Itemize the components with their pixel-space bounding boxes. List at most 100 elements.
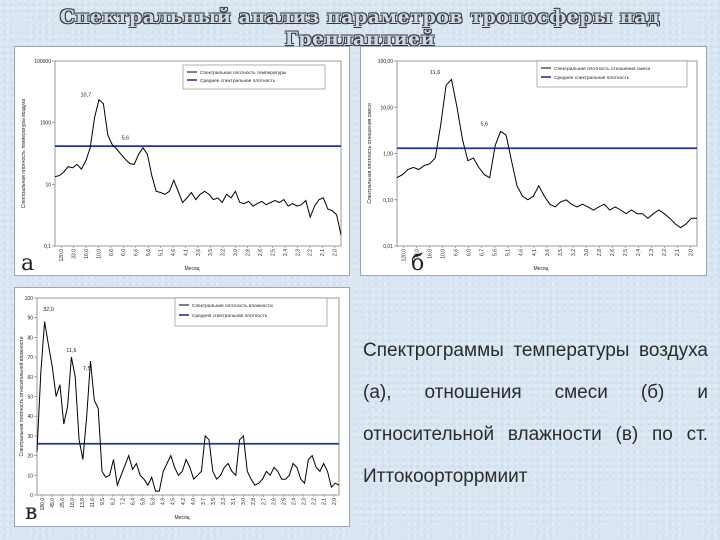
y-tick-label: 100 [25,296,34,302]
y-tick-label: 100,00 [378,59,394,65]
y-tick-label: 80 [27,335,33,341]
x-tick-label: 120,0 [401,249,407,262]
x-tick-label: 2,5 [623,249,629,256]
x-tick-label: 10,0 [96,249,102,259]
spectral-density-series-line [54,98,342,236]
x-tick-label: 8,2 [110,498,116,505]
x-tick-label: 2,2 [308,249,314,256]
x-tick-label: 4,1 [183,249,189,256]
x-tick-label: 180,0 [40,498,46,511]
peak-annotation: 11,6 [430,70,440,76]
x-tick-label: 33,0 [414,249,420,259]
y-tick-label: 70 [27,355,33,361]
x-tick-label: 5,1 [158,249,164,256]
x-tick-label: 4,6 [519,249,525,256]
mixing-ratio-spectrum-chart: 0,01 0,10 1,00 10,00 100,00 120,0 33,0 16,0 10,0… [367,59,698,272]
y-tick-label: 60 [27,375,33,381]
y-tick-label: 0,1 [44,244,51,250]
x-tick-label: 6,0 [467,249,473,256]
panel-letter-a: а [21,251,35,276]
chart-panel-b: 0,01 0,10 1,00 10,00 100,00 120,0 33,0 16,0 10,0… [360,46,707,276]
spectral-density-series-line [396,78,697,229]
x-tick-label: 18,0 [70,498,76,508]
x-tick-label: 45,0 [50,498,56,508]
legend-entry: Спектральная плотность отношения смеси [554,66,651,72]
x-tick-label: 3,7 [201,498,207,505]
page-title: Спектральный анализ параметров тропосфер… [59,6,661,50]
x-tick-label: 9,5 [100,498,106,505]
x-tick-label: 2,5 [270,249,276,256]
x-tick-label: 2,2 [662,249,668,256]
panel-letter-c: в [25,500,38,525]
panel-letter-b: б [411,251,425,276]
figure-caption: Спектрограммы температуры воздуха (а), о… [363,340,708,487]
x-tick-label: 4,6 [171,249,177,256]
x-tick-label: 2,8 [597,249,603,256]
x-tick-label: 4,2 [181,498,187,505]
legend-entry: Средняя спектральная плотность [192,313,268,319]
y-tick-label: 90 [27,316,33,322]
x-tick-label: 6,4 [130,498,136,505]
x-tick-label: 4,1 [532,249,538,256]
x-tick-label: 2,8 [251,498,257,505]
legend-entry: Спектральная плотность температуры [200,70,287,76]
x-tick-label: 2,6 [610,249,616,256]
x-tick-label: 6,7 [480,249,486,256]
x-tick-label: 16,0 [427,249,433,259]
x-tick-label: 11,6 [90,498,96,508]
x-axis-label: Месяц [184,266,199,272]
plot-area [396,60,698,247]
peak-annotation: 11,6 [66,348,76,354]
peak-annotation: 10,7 [80,93,91,99]
x-tick-label: 6,0 [121,249,127,256]
plot-area [54,60,342,247]
x-tick-label: 120,0 [59,249,65,262]
peak-annotation: 5,6 [122,136,130,142]
x-tick-label: 2,3 [302,498,308,505]
x-tick-label: 3,5 [211,498,217,505]
chart-panel-c: 0 10 20 30 40 50 60 70 80 90 100 180,0 45,0 25,6 18,0 1… [14,287,350,527]
legend-entry: Спектральная плотность влажности [192,303,273,309]
x-tick-label: 3,6 [196,249,202,256]
x-tick-label: 3,0 [584,249,590,256]
x-tick-label: 6,6 [109,249,115,256]
x-tick-label: 2,7 [261,498,267,505]
y-tick-label: 0,10 [383,198,393,204]
temperature-spectrum-chart: 0,1 10 1000 100000 120,0 33,0 16,0 10,0 6,6 6,0 6,… [21,59,342,272]
x-tick-label: 2,1 [322,498,328,505]
legend-box [182,64,326,90]
x-tick-label: 3,3 [221,498,227,505]
x-tick-label: 2,4 [636,249,642,256]
x-tick-label: 2,2 [312,498,318,505]
y-tick-label: 20 [27,454,33,460]
x-tick-label: 7,2 [120,498,126,505]
x-tick-label: 3,5 [558,249,564,256]
humidity-spectrum-chart: 0 10 20 30 40 50 60 70 80 90 100 180,0 45,0 25,6 18,0 1… [18,296,340,521]
legend-box [174,297,328,327]
x-tick-label: 10,0 [440,249,446,259]
x-tick-label: 2,5 [281,498,287,505]
x-tick-label: 5,8 [141,498,147,505]
x-tick-label: 3,1 [231,498,237,505]
x-tick-label: 6,6 [134,249,140,256]
y-tick-label: 1000 [40,121,51,127]
y-axis-label: Спектральная плотность температуры возду… [21,99,27,209]
x-tick-label: 4,0 [191,498,197,505]
x-tick-label: 2,1 [320,249,326,256]
x-tick-label: 4,5 [171,498,177,505]
x-tick-label: 2,0 [688,249,694,256]
x-tick-label: 2,6 [258,249,264,256]
peak-annotation: 5,6 [480,121,488,127]
x-tick-label: 2,1 [675,249,681,256]
x-axis-label: Месяц [174,515,189,521]
x-tick-label: 4,9 [161,498,167,505]
x-tick-label: 3,0 [241,498,247,505]
x-tick-label: 2,3 [649,249,655,256]
y-tick-label: 10 [45,182,51,188]
x-tick-label: 3,2 [571,249,577,256]
y-tick-label: 10 [27,473,33,479]
y-axis-label: Спектральная плотность относительной вла… [18,336,25,456]
x-tick-label: 25,6 [60,498,66,508]
y-tick-label: 0,01 [383,244,393,250]
legend-entry: Среднее спектральная плотность [554,75,630,81]
